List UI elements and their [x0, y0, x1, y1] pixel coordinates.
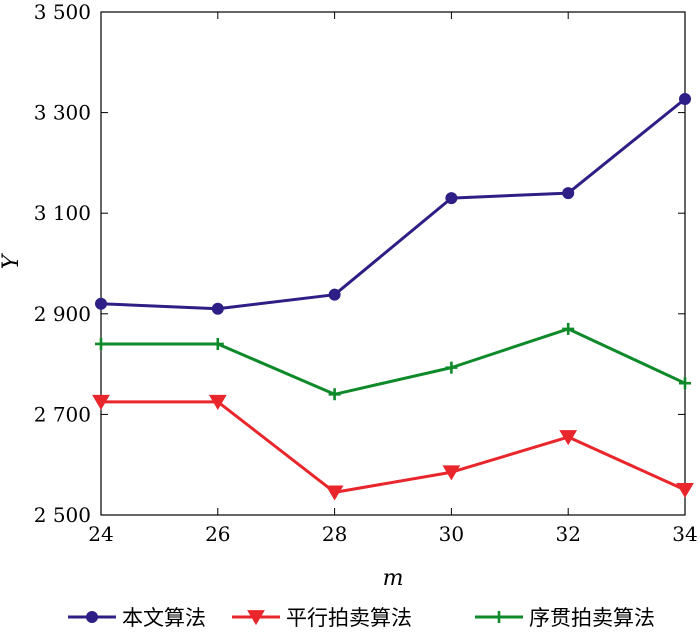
y-tick-label: 2 500	[34, 503, 91, 527]
plot-frame	[100, 11, 686, 516]
legend-marker	[86, 611, 98, 623]
series-1-point	[445, 192, 458, 205]
legend-marker	[247, 610, 265, 626]
series-3-point	[562, 322, 575, 335]
series-2-point	[208, 394, 227, 411]
x-axis: 24 26 28 30 32 34	[88, 12, 698, 546]
x-tick-label: 30	[439, 522, 464, 546]
series-2	[92, 394, 694, 501]
series-2-point	[92, 394, 110, 411]
legend-marker	[493, 611, 505, 623]
series-2-line	[101, 400, 686, 494]
series-1-point	[95, 297, 107, 310]
series-2-point	[442, 465, 461, 481]
series-3-point	[328, 388, 341, 401]
series-layer	[92, 93, 694, 501]
x-axis-title: m	[383, 566, 404, 591]
series-2-point	[676, 482, 694, 499]
x-tick-label: 26	[205, 522, 230, 546]
series-3-point	[211, 337, 224, 350]
series-3-point	[95, 337, 107, 350]
y-tick-label: 3 500	[34, 0, 91, 24]
series-1	[95, 93, 691, 315]
y-tick-label: 2 900	[34, 302, 91, 326]
y-tick-label: 3 100	[34, 201, 91, 225]
series-2-point	[325, 485, 344, 501]
series-2-point	[559, 430, 578, 446]
legend-item-3: 序贯拍卖算法	[475, 606, 655, 630]
legend-item-2: 平行拍卖算法	[232, 606, 412, 630]
x-tick-label: 32	[555, 522, 580, 546]
legend: 本文算法 平行拍卖算法 序贯拍卖算法	[68, 606, 655, 630]
y-tick-label: 2 700	[34, 402, 91, 426]
x-tick-label: 28	[322, 522, 347, 546]
series-1-point	[679, 93, 691, 106]
series-3-point	[679, 377, 691, 390]
y-axis-title: Y	[0, 252, 24, 269]
series-1-point	[211, 302, 224, 315]
series-3	[95, 322, 691, 401]
legend-label: 序贯拍卖算法	[529, 606, 655, 630]
legend-item-1: 本文算法	[68, 606, 206, 630]
legend-label: 平行拍卖算法	[286, 606, 412, 630]
y-tick-label: 3 300	[34, 101, 91, 125]
series-1-line	[100, 97, 686, 311]
series-1-point	[328, 288, 341, 301]
series-3-point	[445, 361, 458, 374]
series-3-line	[101, 327, 686, 396]
series-1-point	[562, 187, 575, 200]
y-axis: 2 500 2 700 2 900 3 100 3 300 3 500	[34, 0, 685, 527]
x-tick-label: 34	[672, 522, 697, 546]
legend-label: 本文算法	[122, 606, 206, 630]
x-tick-label: 24	[88, 522, 113, 546]
